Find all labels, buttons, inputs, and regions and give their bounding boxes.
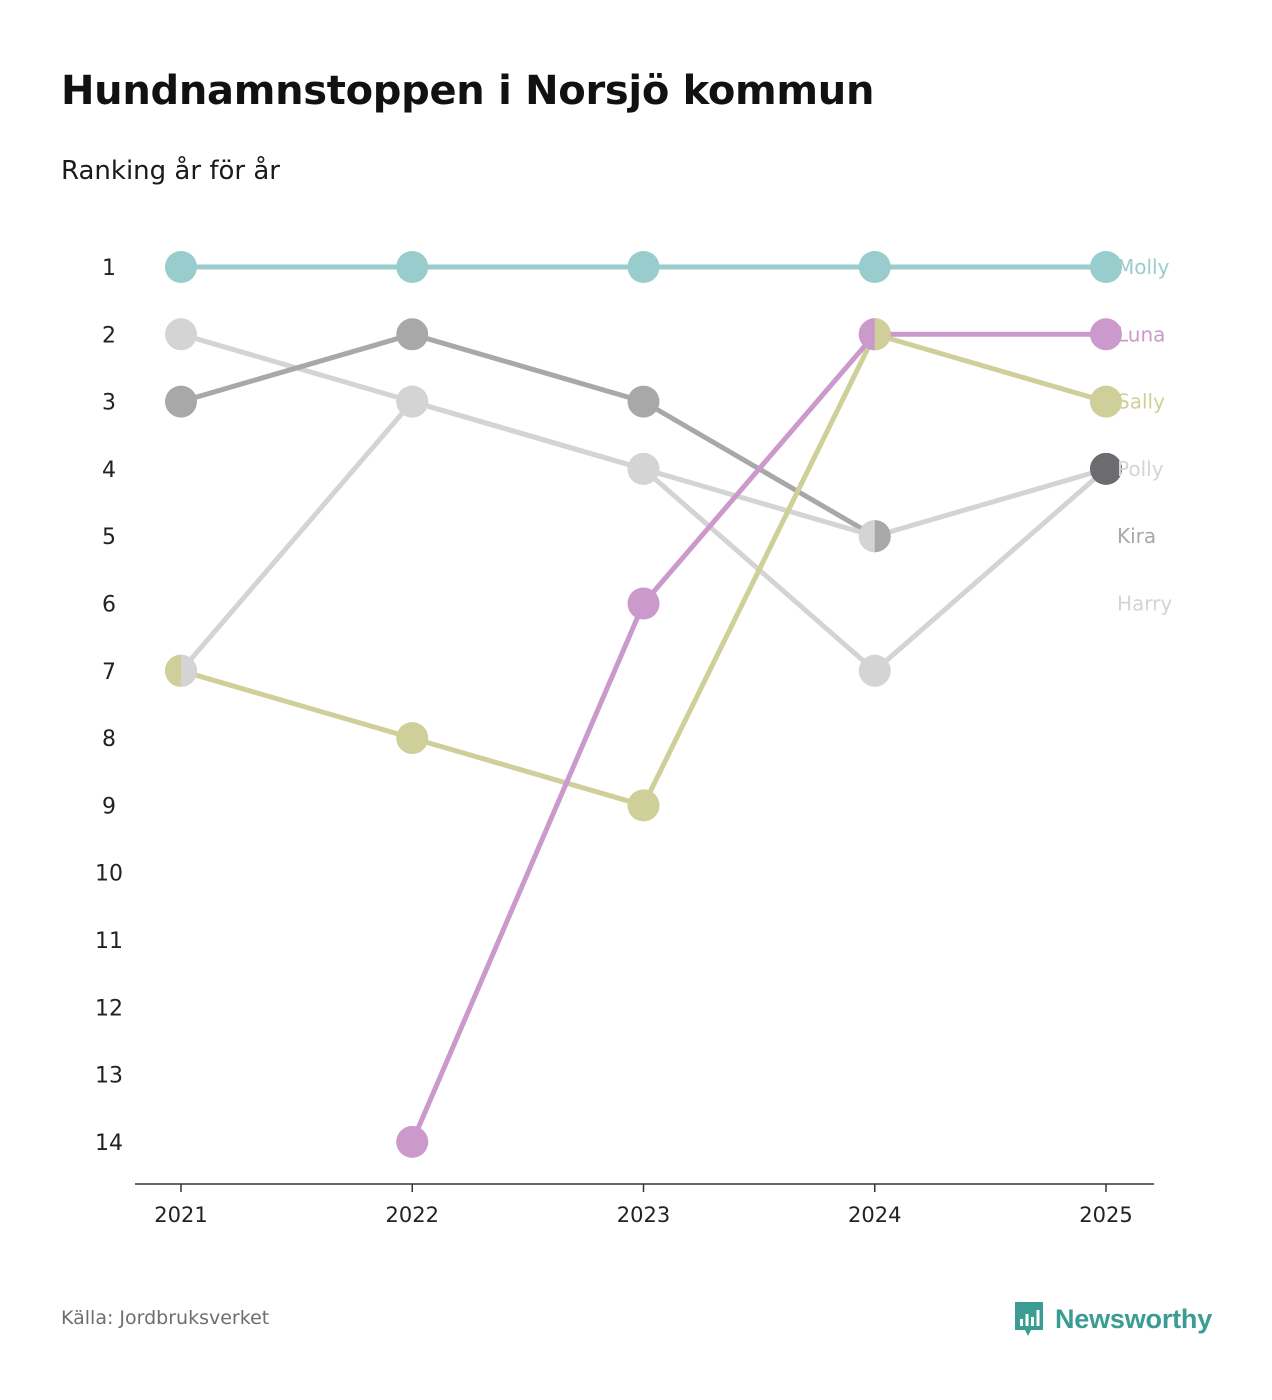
source-note: Källa: Jordbruksverket xyxy=(61,1307,270,1329)
series-line-luna xyxy=(409,331,1109,1145)
y-tick-label: 10 xyxy=(95,862,123,887)
tie-marker-right xyxy=(874,318,891,351)
series-line-polly xyxy=(178,399,1109,674)
y-tick-label: 11 xyxy=(95,929,123,954)
y-tick-label: 4 xyxy=(102,458,116,483)
end-label-molly: Molly xyxy=(1117,255,1170,279)
chart-title: Hundnamnstoppen i Norsjö kommun xyxy=(61,68,875,114)
y-tick-label: 5 xyxy=(102,525,116,550)
data-point-molly xyxy=(396,251,429,283)
end-label-harry: Harry xyxy=(1117,592,1172,616)
end-marker xyxy=(1090,452,1122,485)
data-point-polly xyxy=(396,385,429,418)
x-tick-label: 2021 xyxy=(154,1203,207,1227)
data-point-luna xyxy=(1090,318,1122,351)
end-label-kira: Kira xyxy=(1117,524,1156,548)
x-tick-label: 2025 xyxy=(1079,1203,1132,1227)
y-tick-label: 8 xyxy=(102,727,116,752)
data-point-sally xyxy=(627,789,660,822)
data-point-kira xyxy=(165,385,197,418)
y-tick-label: 1 xyxy=(102,256,116,281)
data-point-sally xyxy=(396,722,429,755)
data-point-kira xyxy=(396,318,429,351)
brand-name: Newsworthy xyxy=(1055,1303,1213,1334)
data-point-molly xyxy=(1090,251,1122,283)
y-tick-label: 14 xyxy=(95,1131,123,1156)
y-tick-label: 12 xyxy=(95,996,123,1021)
data-point-molly xyxy=(858,251,891,283)
tie-marker-left xyxy=(165,654,181,687)
data-point-sally xyxy=(1090,385,1122,418)
tie-marker-right xyxy=(181,654,197,687)
data-point-luna xyxy=(627,587,660,620)
y-tick-label: 7 xyxy=(102,660,116,685)
y-tick-label: 13 xyxy=(95,1064,123,1089)
tie-marker-left xyxy=(858,318,875,351)
newsworthy-logo-icon xyxy=(1015,1302,1043,1336)
brand-logo[interactable]: Newsworthy xyxy=(1013,1300,1212,1338)
tie-marker-right xyxy=(874,520,891,553)
series-line-harry xyxy=(178,331,1109,674)
y-tick-label: 2 xyxy=(102,323,116,348)
data-point-kira xyxy=(627,385,660,418)
data-point-polly xyxy=(627,452,660,485)
end-label-luna: Luna xyxy=(1117,322,1165,346)
data-point-luna xyxy=(396,1125,429,1158)
data-point-harry xyxy=(858,654,891,687)
y-tick-label: 9 xyxy=(102,794,116,819)
x-tick-label: 2023 xyxy=(617,1203,670,1227)
data-point-molly xyxy=(165,251,197,283)
y-tick-label: 6 xyxy=(102,593,116,618)
data-point-molly xyxy=(627,251,660,283)
x-tick-label: 2022 xyxy=(386,1203,439,1227)
data-point-harry xyxy=(165,318,197,351)
y-tick-label: 3 xyxy=(102,391,116,416)
tie-marker-left xyxy=(858,520,875,553)
x-tick-label: 2024 xyxy=(848,1203,901,1227)
chart-subtitle: Ranking år för år xyxy=(61,156,280,186)
end-label-polly: Polly xyxy=(1117,457,1164,481)
end-label-sally: Sally xyxy=(1117,390,1165,414)
